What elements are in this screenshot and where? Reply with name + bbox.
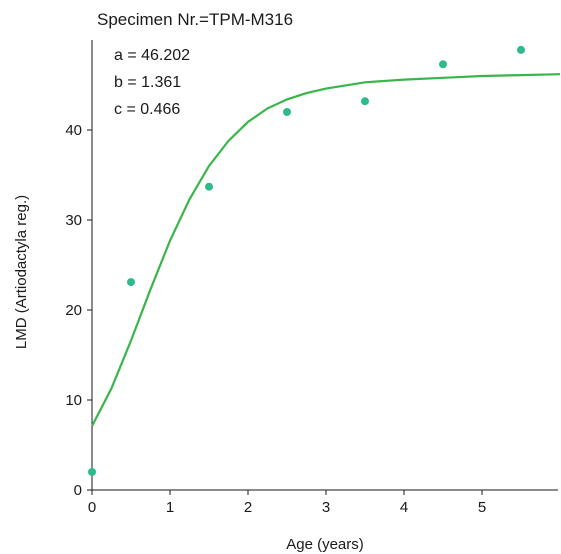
data-point (283, 108, 291, 116)
parameter-annotation: b = 1.361 (114, 74, 181, 91)
x-tick-label: 1 (166, 499, 174, 516)
data-point (205, 182, 213, 191)
x-ticks: 0 1 2 3 4 5 (88, 490, 486, 516)
y-tick-label: 10 (65, 392, 82, 409)
fit-curve (91, 73, 561, 427)
y-tick-label: 40 (65, 122, 82, 139)
y-tick-label: 20 (65, 302, 82, 319)
y-ticks: 0 10 20 30 40 (65, 122, 92, 499)
data-point (88, 468, 96, 476)
data-points (88, 45, 525, 476)
data-point (361, 97, 369, 106)
x-tick-label: 2 (244, 499, 252, 516)
data-point (517, 45, 525, 54)
data-point (127, 278, 135, 287)
x-tick-label: 3 (322, 499, 330, 516)
y-tick-label: 30 (65, 212, 82, 229)
chart-title: Specimen Nr.=TPM-M316 (97, 10, 293, 29)
x-tick-label: 4 (400, 499, 408, 516)
parameter-annotation: c = 0.466 (114, 101, 180, 118)
y-tick-label: 0 (74, 482, 82, 499)
data-point (439, 60, 447, 69)
parameter-annotation: a = 46.202 (114, 47, 190, 64)
x-tick-label: 5 (478, 499, 486, 516)
x-axis-label: Age (years) (286, 536, 364, 553)
y-axis-label: LMD (Artiodactyla reg.) (13, 195, 30, 349)
parameter-annotations: a = 46.202 b = 1.361 c = 0.466 (114, 47, 190, 118)
x-tick-label: 0 (88, 499, 96, 516)
